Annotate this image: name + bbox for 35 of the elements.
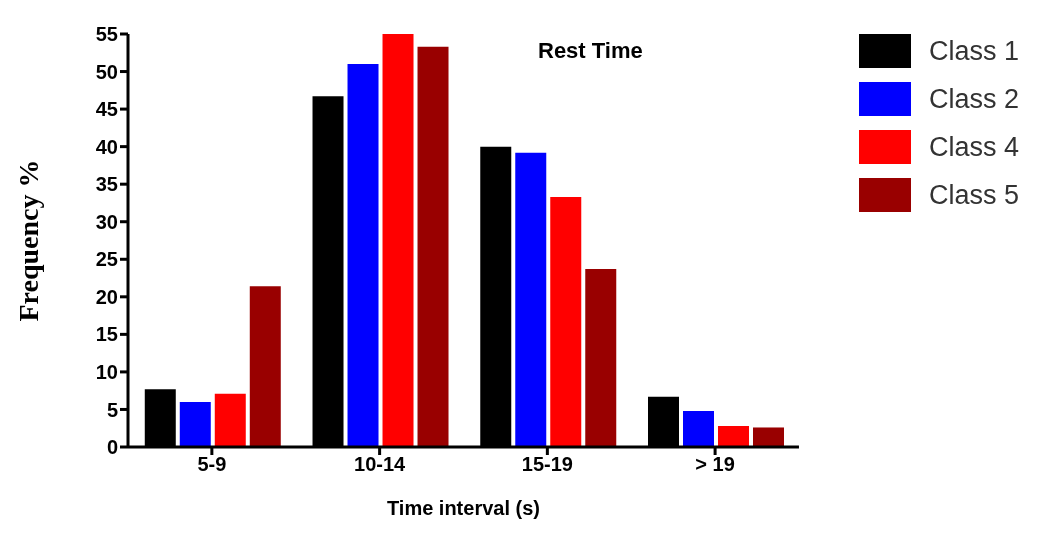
y-tick-label: 40 xyxy=(95,135,118,158)
x-tick-label: > 19 xyxy=(695,453,735,476)
y-tick-label: 30 xyxy=(95,210,118,233)
bar xyxy=(214,393,246,447)
y-tick-label: 15 xyxy=(95,323,118,346)
y-tick-label: 45 xyxy=(95,98,118,121)
y-tick-label: 50 xyxy=(95,60,118,83)
y-tick-label: 25 xyxy=(95,248,118,271)
bar xyxy=(753,427,784,447)
bar xyxy=(585,269,617,447)
bar xyxy=(179,401,211,447)
y-tick-label: 10 xyxy=(95,361,118,384)
y-tick-label: 0 xyxy=(106,436,118,459)
legend-label: Class 5 xyxy=(928,179,1019,211)
chart-title: Rest Time xyxy=(538,38,643,64)
bar xyxy=(550,196,582,447)
legend-label: Class 1 xyxy=(928,35,1019,67)
legend-label: Class 2 xyxy=(928,83,1019,115)
y-tick-label: 5 xyxy=(106,398,118,421)
x-axis-title: Time interval (s) xyxy=(386,497,540,519)
bar xyxy=(382,34,414,447)
y-tick-label: 35 xyxy=(95,173,118,196)
y-tick-label: 55 xyxy=(95,23,118,46)
bar xyxy=(417,46,449,447)
bar xyxy=(718,425,749,447)
bar xyxy=(249,286,281,447)
y-tick-label: 20 xyxy=(95,285,118,308)
bar xyxy=(347,64,379,447)
y-axis-title: Frequency % xyxy=(12,159,44,322)
bar xyxy=(683,410,714,447)
x-tick-label: 15-19 xyxy=(521,453,573,476)
x-tick-label: 5-9 xyxy=(197,453,227,476)
bar xyxy=(515,152,547,447)
x-tick-label: 10-14 xyxy=(354,453,407,476)
legend-label: Class 4 xyxy=(928,131,1019,163)
